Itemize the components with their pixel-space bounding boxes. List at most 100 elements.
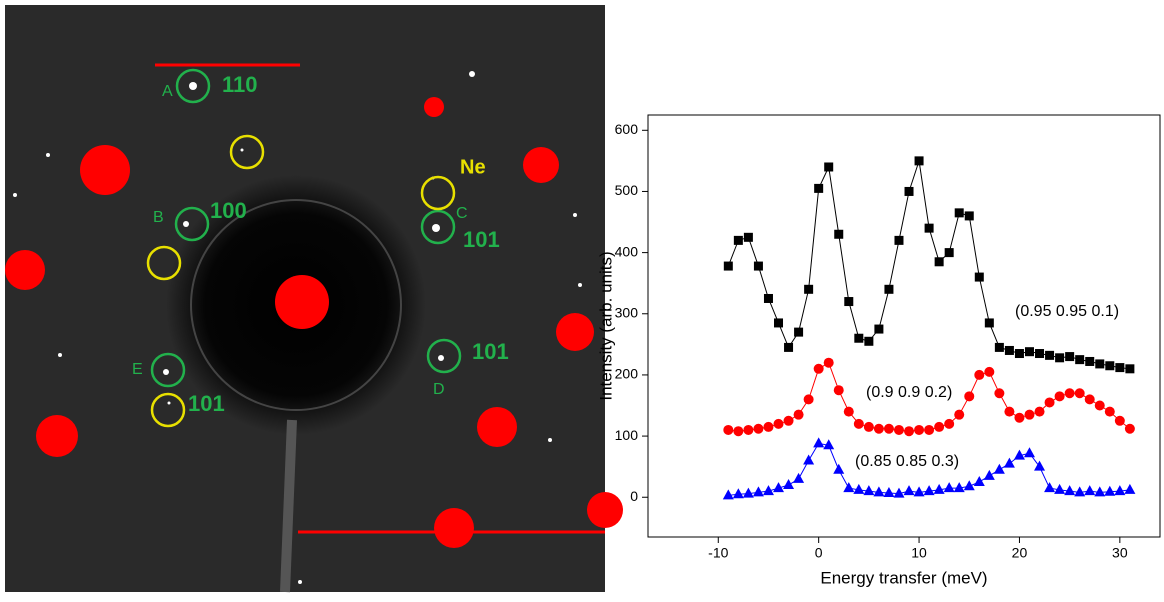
diffraction-image: A 110 B 100 C 101 Ne E D 101 101 <box>5 5 623 592</box>
data-point <box>985 318 994 327</box>
data-point <box>915 156 924 165</box>
data-point <box>924 485 935 495</box>
data-point <box>1035 407 1045 417</box>
data-point <box>1014 413 1024 423</box>
data-point <box>884 424 894 434</box>
data-point <box>905 187 914 196</box>
spot-label: D <box>433 381 445 398</box>
y-tick-label: 400 <box>615 243 639 259</box>
data-point <box>1005 346 1014 355</box>
data-point <box>964 480 975 490</box>
data-point <box>854 419 864 429</box>
chart: Energy transfer (meV) Intensity (arb. un… <box>596 115 1160 587</box>
data-point <box>764 294 773 303</box>
x-tick-label: 10 <box>911 545 927 561</box>
y-tick-label: 500 <box>615 182 639 198</box>
data-point <box>1115 363 1124 372</box>
x-tick-label: 20 <box>1012 545 1028 561</box>
data-point <box>1055 353 1064 362</box>
spot-label: A <box>162 83 173 100</box>
data-point <box>754 262 763 271</box>
data-point <box>1114 485 1125 495</box>
index-label: 101 <box>463 227 500 252</box>
data-point <box>994 388 1004 398</box>
data-point <box>1004 407 1014 417</box>
data-point <box>965 211 974 220</box>
data-point <box>743 425 753 435</box>
series-label: (0.85 0.85 0.3) <box>855 453 959 470</box>
x-tick-label: 30 <box>1112 545 1128 561</box>
data-point <box>904 426 914 436</box>
data-point <box>833 464 844 474</box>
data-point <box>1094 486 1105 496</box>
data-point <box>1075 355 1084 364</box>
data-point <box>793 473 804 483</box>
data-point <box>723 489 734 499</box>
data-point <box>803 455 814 465</box>
x-axis-label: Energy transfer (meV) <box>820 568 987 587</box>
y-tick-label: 600 <box>615 121 639 137</box>
data-point <box>1095 359 1104 368</box>
index-label: 100 <box>210 198 247 223</box>
data-point <box>854 334 863 343</box>
data-point <box>843 482 854 492</box>
data-point <box>894 236 903 245</box>
data-point <box>925 224 934 233</box>
data-point <box>774 318 783 327</box>
index-label: 101 <box>188 391 225 416</box>
data-point <box>734 236 743 245</box>
data-point <box>995 343 1004 352</box>
data-point <box>974 476 985 486</box>
data-point <box>924 425 934 435</box>
spot-label: E <box>132 361 143 378</box>
data-point <box>1075 388 1085 398</box>
data-point <box>794 328 803 337</box>
data-point <box>1024 410 1034 420</box>
data-point <box>1095 401 1105 411</box>
y-tick-label: 300 <box>615 304 639 320</box>
data-point <box>834 385 844 395</box>
data-point <box>935 257 944 266</box>
index-label: 101 <box>472 339 509 364</box>
data-point <box>894 425 904 435</box>
data-point <box>1085 394 1095 404</box>
data-point <box>844 407 854 417</box>
x-tick-label: -10 <box>708 545 728 561</box>
series-label: (0.95 0.95 0.1) <box>1015 303 1119 320</box>
data-point <box>864 337 873 346</box>
data-point <box>1125 424 1135 434</box>
data-point <box>994 464 1005 474</box>
data-point <box>955 208 964 217</box>
data-point <box>1025 347 1034 356</box>
y-tick-label: 0 <box>630 488 638 504</box>
data-point <box>784 343 793 352</box>
data-point <box>944 419 954 429</box>
data-point <box>1055 391 1065 401</box>
y-axis-label: Intensity (arb. units) <box>596 251 615 400</box>
data-point <box>1064 485 1075 495</box>
data-point <box>1035 349 1044 358</box>
data-point <box>874 424 884 434</box>
data-point <box>824 358 834 368</box>
data-point <box>1124 484 1135 494</box>
data-point <box>934 422 944 432</box>
data-point <box>914 486 925 496</box>
data-point <box>975 273 984 282</box>
data-point <box>1105 407 1115 417</box>
data-point <box>1044 482 1055 492</box>
spot-label: C <box>456 205 468 222</box>
data-point <box>723 425 733 435</box>
data-point <box>824 162 833 171</box>
figure: A 110 B 100 C 101 Ne E D 101 101 Energy … <box>0 0 1164 597</box>
data-point <box>1115 416 1125 426</box>
data-point <box>954 410 964 420</box>
data-point <box>753 486 764 496</box>
data-point <box>883 487 894 497</box>
data-point <box>945 248 954 257</box>
data-point <box>724 262 733 271</box>
data-point <box>1015 349 1024 358</box>
data-point <box>984 367 994 377</box>
data-point <box>804 285 813 294</box>
data-point <box>1085 357 1094 366</box>
data-point <box>904 485 915 495</box>
